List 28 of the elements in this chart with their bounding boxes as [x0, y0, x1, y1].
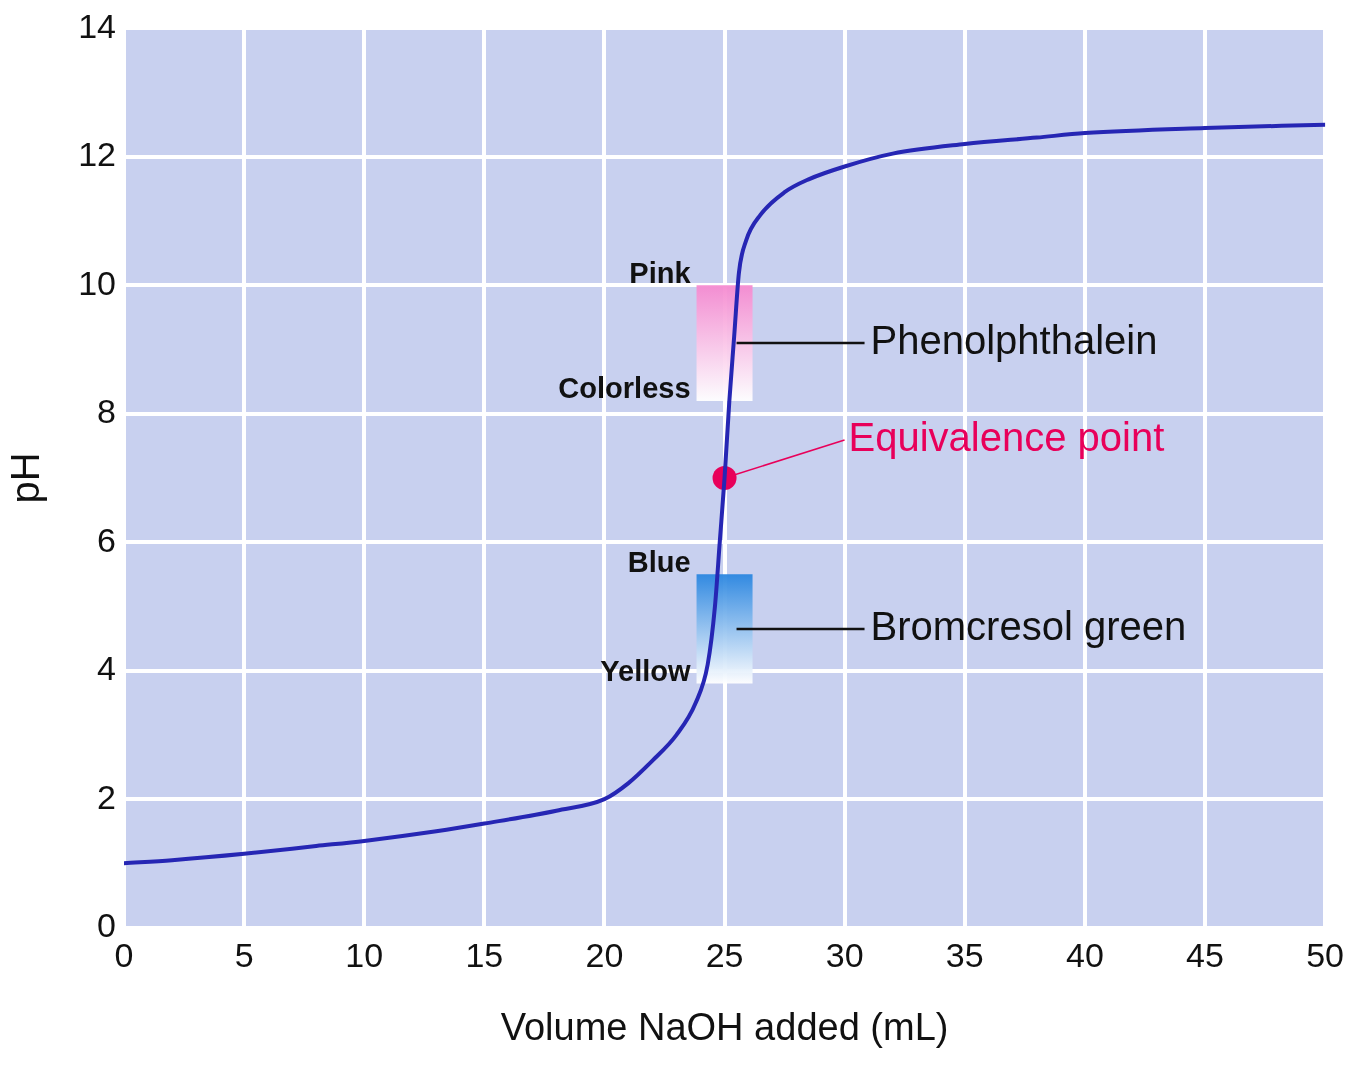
line-series	[124, 122, 1326, 866]
y-tick-label: 4	[97, 649, 116, 688]
y-tick-label: 6	[97, 520, 116, 559]
x-tick-label: 40	[1065, 936, 1104, 975]
y-tick-label: 14	[78, 6, 116, 45]
annotation: Pink	[629, 256, 692, 289]
x-tick-label: 30	[825, 936, 864, 975]
band-label: Bromcresol green	[870, 603, 1187, 648]
y-axis-title: pH	[3, 452, 48, 504]
x-axis-title: Volume NaOH added (mL)	[500, 1005, 949, 1048]
x-tick-label: 15	[465, 936, 504, 975]
x-tick-label: 35	[945, 936, 984, 975]
x-tick-label: 20	[585, 936, 624, 975]
x-tick-label: 25	[705, 936, 744, 975]
y-tick-label: 2	[97, 777, 116, 816]
band-label: Phenolphthalein	[870, 318, 1158, 363]
x-tick-label: 5	[234, 936, 254, 975]
x-tick-label: 10	[345, 936, 384, 975]
y-tick-label: 10	[78, 263, 116, 302]
annotation: Colorless	[558, 372, 691, 405]
x-tick-label: 45	[1186, 936, 1224, 975]
annotation: Yellow	[600, 655, 691, 688]
annotation: Equivalence point	[848, 415, 1165, 460]
y-tick-label: 8	[97, 392, 116, 431]
x-tick-label: 50	[1306, 936, 1344, 975]
annotation: Blue	[627, 545, 691, 578]
y-tick-label: 12	[78, 135, 116, 174]
y-tick-label: 0	[97, 905, 116, 944]
